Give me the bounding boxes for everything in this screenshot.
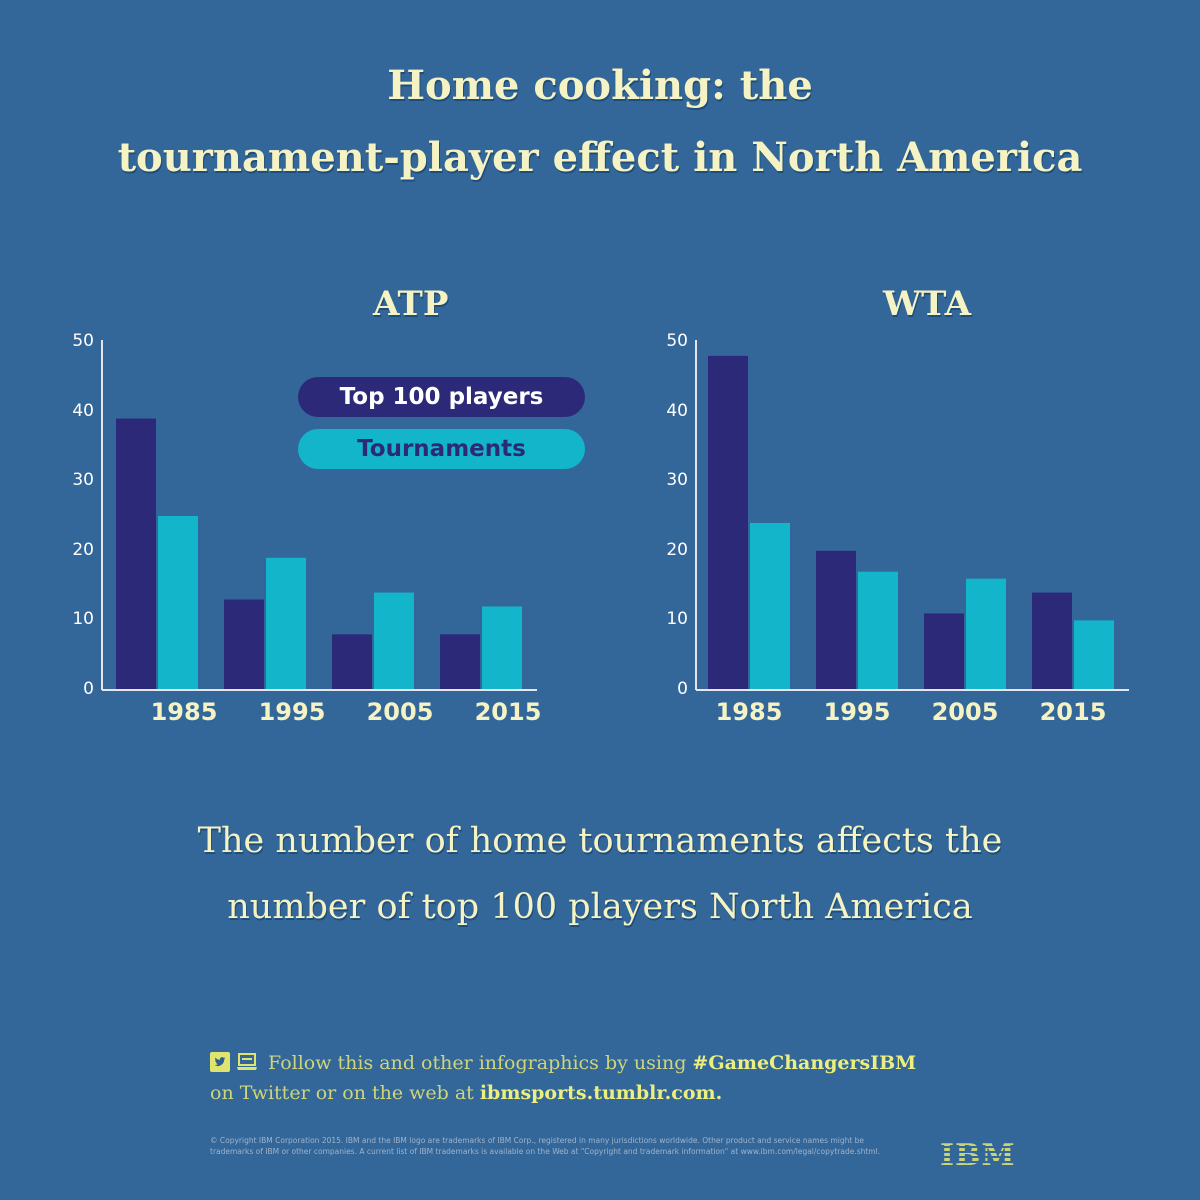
bar-top100-2015 [440,634,480,690]
x-tick-label: 1985 [150,698,218,726]
x-tick-label: 1995 [823,698,891,726]
legend-top100-players: Top 100 players [298,377,585,417]
bar-top100-2015 [1032,592,1072,690]
bar-top100-2005 [332,634,372,690]
copyright-notice: © Copyright IBM Corporation 2015. IBM an… [210,1136,881,1156]
wta-bar-chart: 0 10 20 30 40 50 1985 1995 2005 2015 [652,330,1152,730]
x-tick-label: 2005 [366,698,434,726]
bar-top100-1995 [224,599,264,690]
y-tick-label: 0 [83,679,94,699]
y-tick-label: 20 [72,539,94,560]
x-tick-label: 1995 [258,698,326,726]
legend-tournaments: Tournaments [298,429,585,469]
x-tick-label: 2005 [931,698,999,726]
social-footer: Follow this and other infographics by us… [210,1048,1040,1108]
bar-top100-2005 [924,613,964,690]
x-tick-label: 1985 [715,698,783,726]
laptop-icon[interactable] [236,1051,257,1071]
y-tick-label: 40 [72,400,94,421]
bar-tournaments-1995 [858,571,898,690]
ibm-logo: IBM [940,1138,1016,1173]
summary-caption: The number of home tournaments affects t… [0,808,1200,940]
atp-bar-chart: 0 10 20 30 40 50 1985 1995 2005 2015 [60,330,560,730]
y-tick-label: 20 [666,539,688,560]
y-tick-label: 10 [72,609,94,630]
bar-tournaments-1985 [158,516,198,690]
tumblr-link[interactable]: ibmsports.tumblr.com. [479,1082,723,1104]
caption-line-1: The number of home tournaments affects t… [197,821,1003,861]
hashtag-link[interactable]: #GameChangersIBM [692,1052,917,1074]
bar-tournaments-2005 [966,578,1006,690]
footer-follow-text: Follow this and other infographics by us… [268,1052,693,1074]
y-tick-label: 30 [666,470,688,491]
title-line-2: tournament-player effect in North Americ… [117,134,1083,181]
bar-top100-1995 [816,550,856,690]
x-tick-label: 2015 [474,698,542,726]
bar-tournaments-2015 [1074,620,1114,690]
wta-chart-title: WTA [883,284,972,324]
infographic-title: Home cooking: the tournament-player effe… [0,50,1200,194]
bar-tournaments-1995 [266,557,306,690]
bar-tournaments-2015 [482,606,522,690]
bar-top100-1985 [116,418,156,690]
y-tick-label: 40 [666,400,688,421]
y-tick-label: 30 [72,470,94,491]
caption-line-2: number of top 100 players North America [227,887,973,927]
y-tick-label: 50 [666,331,688,351]
y-tick-label: 50 [72,331,94,351]
y-tick-label: 10 [666,609,688,630]
bar-tournaments-2005 [374,592,414,690]
twitter-icon[interactable] [210,1051,230,1072]
atp-chart-title: ATP [373,284,449,324]
title-line-1: Home cooking: the [387,62,813,109]
y-tick-label: 0 [677,679,688,699]
footer-web-text: on Twitter or on the web at [210,1082,480,1104]
x-tick-label: 2015 [1039,698,1107,726]
bar-tournaments-1985 [750,522,790,690]
bar-top100-1985 [708,355,748,690]
